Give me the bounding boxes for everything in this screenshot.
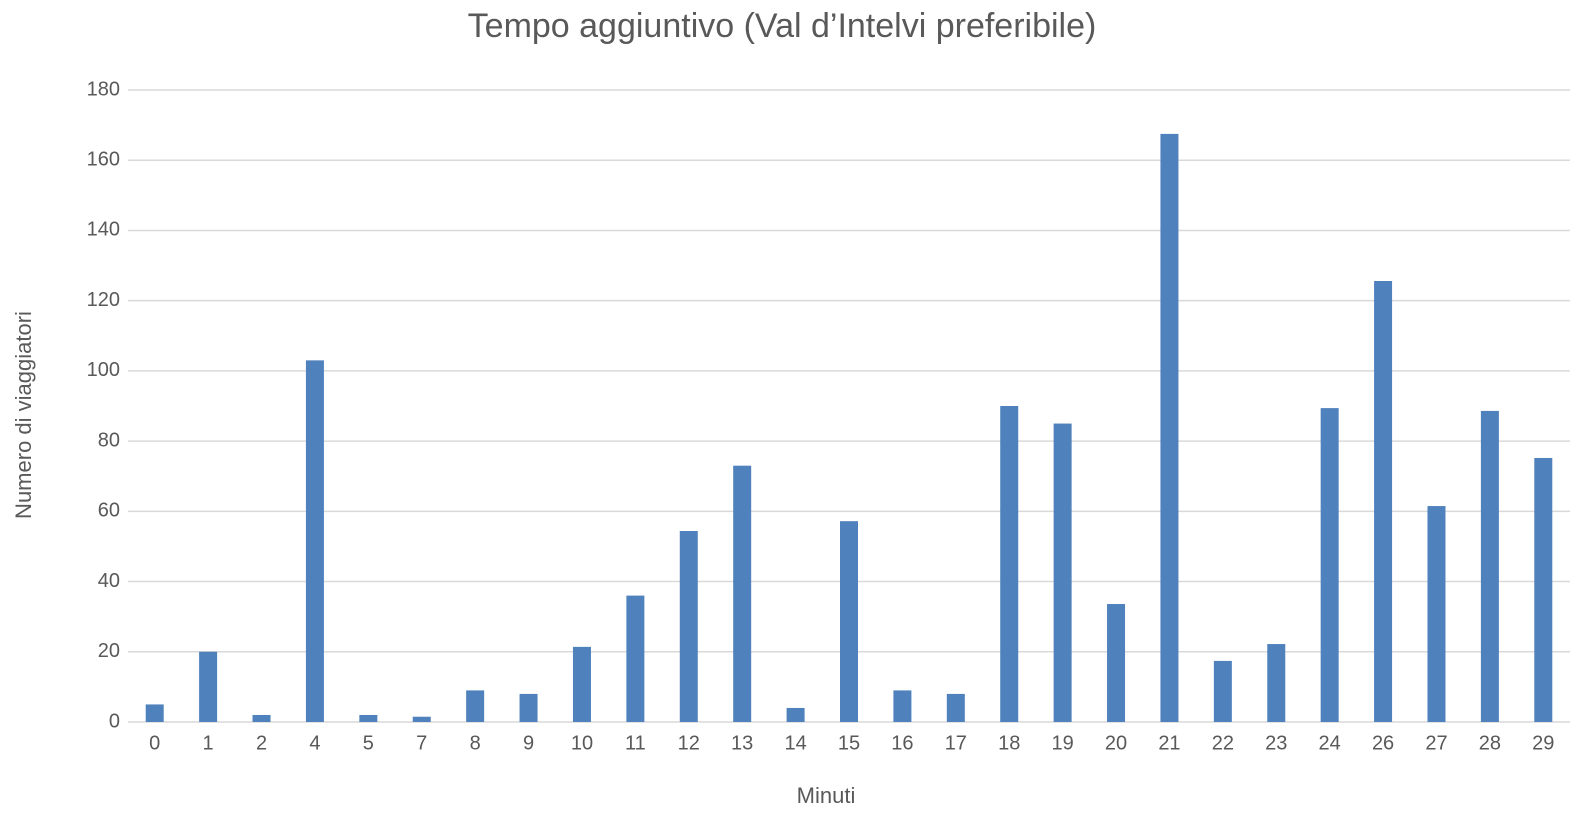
x-tick-label: 2 — [256, 732, 267, 754]
x-tick-label: 18 — [998, 732, 1020, 754]
x-tick-label: 4 — [309, 732, 320, 754]
x-tick-label: 16 — [891, 732, 913, 754]
y-tick-label: 20 — [98, 640, 120, 662]
x-tick-label: 20 — [1105, 732, 1127, 754]
bar — [412, 716, 431, 722]
bar — [1107, 604, 1126, 722]
bar — [1000, 406, 1019, 722]
x-tick-label: 26 — [1372, 732, 1394, 754]
x-tick-label: 24 — [1319, 732, 1341, 754]
bar — [786, 707, 805, 722]
x-tick-label: 19 — [1052, 732, 1074, 754]
y-tick-label: 140 — [87, 219, 120, 241]
x-tick-label: 1 — [203, 732, 214, 754]
bar — [1160, 133, 1179, 722]
bar — [572, 646, 591, 722]
x-tick-label: 13 — [731, 732, 753, 754]
bar — [252, 714, 271, 722]
bar — [1374, 281, 1393, 722]
x-tick-label: 29 — [1532, 732, 1554, 754]
x-tick-label: 7 — [416, 732, 427, 754]
x-tick-label: 23 — [1265, 732, 1287, 754]
x-tick-label: 11 — [625, 732, 646, 754]
bar — [733, 465, 752, 722]
x-axis-label: Minuti — [797, 783, 856, 808]
y-tick-label: 40 — [98, 570, 120, 592]
bar — [359, 714, 378, 722]
y-tick-label: 120 — [87, 289, 120, 311]
y-tick-label: 160 — [87, 149, 120, 171]
x-tick-label: 21 — [1158, 732, 1180, 754]
bar — [519, 693, 538, 722]
bar — [946, 693, 965, 722]
x-tick-label: 14 — [784, 732, 806, 754]
x-tick-label: 0 — [149, 732, 160, 754]
bar — [840, 521, 858, 722]
x-tick-label: 10 — [571, 732, 593, 754]
x-tick-label: 17 — [945, 732, 967, 754]
chart-title: Tempo aggiuntivo (Val d’Intelvi preferib… — [468, 7, 1097, 45]
bar — [305, 360, 324, 722]
y-tick-label: 180 — [87, 78, 120, 100]
y-tick-label: 80 — [98, 429, 120, 451]
bar — [1320, 408, 1339, 722]
x-tick-label: 22 — [1212, 732, 1234, 754]
bar — [1213, 660, 1232, 722]
bar — [466, 690, 485, 722]
bar — [1427, 506, 1446, 722]
y-tick-label: 0 — [109, 710, 120, 732]
y-axis-label: Numero di viaggiatori — [11, 311, 36, 519]
bar — [145, 704, 164, 722]
bar — [1480, 410, 1499, 722]
x-tick-label: 15 — [838, 732, 860, 754]
bar — [626, 595, 645, 722]
y-tick-label: 100 — [87, 359, 120, 381]
y-tick-label: 60 — [98, 500, 120, 522]
bar — [679, 530, 698, 722]
x-tick-label: 27 — [1425, 732, 1447, 754]
bar — [1267, 644, 1286, 722]
x-tick-label: 9 — [523, 732, 534, 754]
bar — [893, 690, 912, 722]
x-tick-label: 5 — [363, 732, 374, 754]
bar — [1053, 423, 1072, 722]
x-tick-label: 8 — [470, 732, 481, 754]
x-tick-label: 12 — [678, 732, 700, 754]
bar — [1534, 457, 1553, 722]
x-tick-label: 28 — [1479, 732, 1501, 754]
bar — [199, 651, 218, 722]
